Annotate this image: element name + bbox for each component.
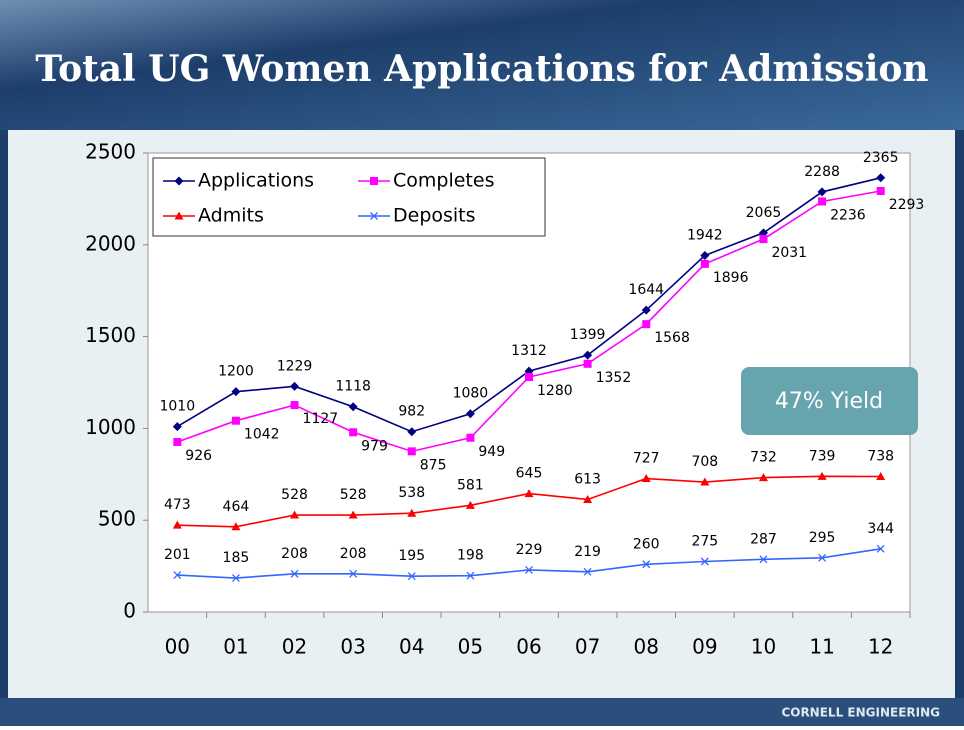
x-tick-label: 12 [868,635,893,659]
data-label: 2293 [889,197,925,213]
y-tick-label: 2500 [85,140,136,164]
point [173,438,181,446]
data-label: 195 [398,548,425,564]
data-label: 2288 [804,164,840,180]
data-label: 528 [281,487,308,503]
x-tick-label: 04 [399,635,424,659]
data-label: 260 [633,536,660,552]
point [408,447,416,455]
x-tick-label: 00 [165,635,190,659]
legend-label: Completes [393,170,494,192]
data-label: 732 [750,450,777,466]
data-label: 1229 [277,358,313,374]
slide: Total UG Women Applications for Admissio… [0,0,964,726]
x-tick-label: 08 [634,635,659,659]
data-label: 275 [691,534,718,550]
legend-label: Applications [198,170,314,192]
point [759,235,767,243]
data-label: 1042 [244,427,280,443]
data-label: 727 [633,451,660,467]
data-label: 1280 [537,383,573,399]
data-label: 344 [867,521,894,537]
x-tick-label: 01 [223,635,248,659]
point [466,434,474,442]
x-tick-label: 11 [809,635,834,659]
data-label: 1352 [596,370,632,386]
data-label: 2065 [746,205,782,221]
data-label: 198 [457,548,484,564]
data-label: 1010 [159,399,195,415]
data-label: 581 [457,477,484,493]
point [525,373,533,381]
data-label: 739 [809,448,836,464]
data-label: 295 [809,530,836,546]
data-label: 1896 [713,270,749,286]
data-label: 473 [164,497,191,513]
legend-label: Admits [198,205,264,227]
data-label: 538 [398,485,425,501]
point [232,417,240,425]
data-label: 287 [750,531,777,547]
data-label: 875 [420,457,447,473]
data-label: 1127 [303,411,339,427]
point [818,197,826,205]
data-label: 738 [867,449,894,465]
point [877,187,885,195]
data-label: 1080 [453,386,489,402]
data-label: 2031 [771,245,807,261]
x-tick-label: 07 [575,635,600,659]
point [291,401,299,409]
legend-marker [370,177,378,185]
data-label: 949 [478,444,505,460]
data-label: 1399 [570,327,606,343]
x-tick-label: 06 [516,635,541,659]
y-tick-label: 500 [98,507,136,531]
data-label: 982 [398,404,425,420]
data-label: 979 [361,438,388,454]
y-tick-label: 1500 [85,323,136,347]
data-label: 219 [574,544,601,560]
data-label: 464 [223,499,250,515]
data-label: 201 [164,547,191,563]
data-label: 229 [516,542,543,558]
data-label: 645 [516,466,543,482]
x-tick-label: 02 [282,635,307,659]
annotation-text: 47% Yield [775,389,883,414]
point [349,428,357,436]
x-tick-label: 03 [340,635,365,659]
y-tick-label: 0 [123,599,136,623]
data-label: 528 [340,487,367,503]
x-tick-label: 10 [751,635,776,659]
data-label: 208 [340,546,367,562]
x-tick-label: 09 [692,635,717,659]
page: Total UG Women Applications for Admissio… [0,0,964,726]
data-label: 2365 [863,150,899,166]
data-label: 1118 [335,379,371,395]
data-label: 2236 [830,207,866,223]
data-label: 1942 [687,227,723,243]
point [584,360,592,368]
data-label: 1312 [511,343,547,359]
data-label: 1568 [654,330,690,346]
data-label: 613 [574,471,601,487]
data-label: 208 [281,546,308,562]
x-tick-label: 05 [458,635,483,659]
footer-text: CORNELL ENGINEERING [781,706,940,720]
data-label: 708 [691,454,718,470]
y-tick-label: 1000 [85,415,136,439]
data-label: 1200 [218,364,254,380]
data-label: 185 [223,550,250,566]
data-label: 1644 [628,282,664,298]
data-label: 926 [185,448,212,464]
point [701,260,709,268]
slide-title: Total UG Women Applications for Admissio… [35,48,928,90]
y-tick-label: 2000 [85,231,136,255]
legend-label: Deposits [393,205,476,227]
point [642,320,650,328]
